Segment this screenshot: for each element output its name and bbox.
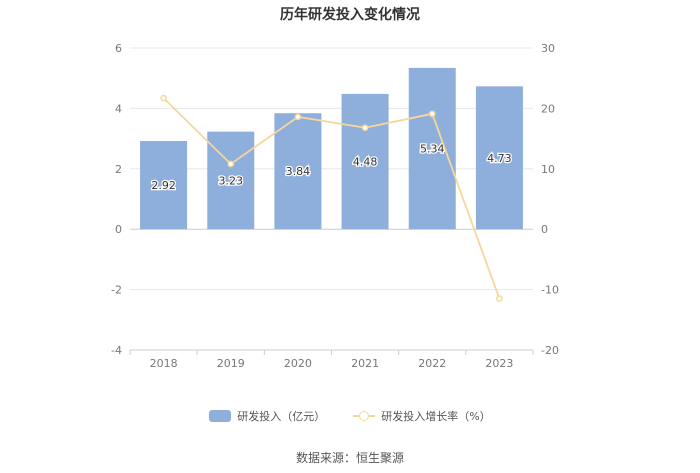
legend-label-bar: 研发投入（亿元） xyxy=(237,410,326,423)
growth-point xyxy=(227,160,235,168)
y-left-tick-label: -4 xyxy=(111,344,122,357)
chart-title: 历年研发投入变化情况 xyxy=(280,7,420,23)
legend-line-swatch xyxy=(353,410,376,422)
legend-item-bar[interactable]: 研发投入（亿元） xyxy=(209,408,325,424)
legend: 研发投入（亿元） 研发投入增长率（%） xyxy=(0,408,700,424)
legend-label-line: 研发投入增长率（%） xyxy=(381,410,491,423)
legend-item-line[interactable]: 研发投入增长率（%） xyxy=(353,408,491,424)
bar-value-label: 4.48 xyxy=(353,156,378,169)
chart: 2.92 3.233.844.485.344.73 6420-2-43020100… xyxy=(111,42,559,370)
bar xyxy=(140,141,188,230)
growth-polyline xyxy=(162,97,501,299)
bars xyxy=(140,67,523,230)
x-tick-label: 2019 xyxy=(217,357,245,370)
growth-point xyxy=(294,113,302,121)
data-source: 数据来源：恒生聚源 xyxy=(295,451,404,465)
bar-value-label: 3.84 xyxy=(286,165,311,178)
y-right-tick-label: 10 xyxy=(541,163,555,176)
y-right-tick-label: -10 xyxy=(541,284,559,297)
growth-point xyxy=(496,295,503,303)
y-left-tick-label: 4 xyxy=(115,102,122,115)
y-right-tick-label: 20 xyxy=(541,102,555,115)
bar-labels: 2.92 3.23 3.84 4.48 5.34 4.73 xyxy=(150,141,513,193)
x-tick-label: 2020 xyxy=(284,357,312,370)
bar xyxy=(475,86,523,230)
growth-point xyxy=(361,124,369,132)
growth-point xyxy=(428,110,436,118)
y-right-tick-label: -20 xyxy=(541,344,559,357)
bar-value-label: 2.92 xyxy=(151,179,176,192)
y-left-tick-label: -2 xyxy=(111,284,122,297)
y-left-tick-label: 0 xyxy=(115,223,122,236)
growth-line xyxy=(160,94,503,303)
y-left-tick-label: 2 xyxy=(115,163,122,176)
x-tick-label: 2018 xyxy=(150,357,178,370)
x-tick-label: 2021 xyxy=(351,357,379,370)
y-right-tick-label: 0 xyxy=(541,223,548,236)
bar-value-label: 4.73 xyxy=(487,152,512,165)
bar-value-label: 3.23 xyxy=(219,174,244,187)
bar-value-label: 5.34 xyxy=(420,143,445,156)
bar xyxy=(274,113,322,230)
x-tick-label: 2023 xyxy=(485,357,513,370)
x-tick-label: 2022 xyxy=(418,357,446,370)
bar xyxy=(408,67,456,230)
y-left-tick-label: 6 xyxy=(115,42,122,55)
gridlines xyxy=(130,47,533,351)
growth-point xyxy=(160,94,167,102)
y-right-tick-label: 30 xyxy=(541,42,555,55)
bar xyxy=(341,93,389,230)
legend-bar-swatch xyxy=(209,410,232,422)
